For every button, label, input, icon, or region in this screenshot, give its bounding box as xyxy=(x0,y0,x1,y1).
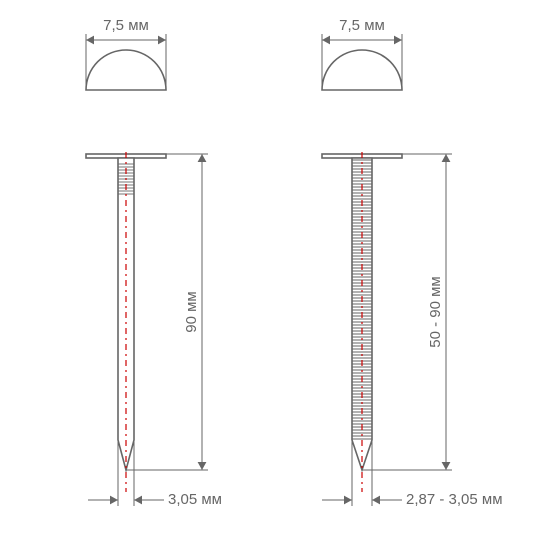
dim-shaft-width: 3,05 мм xyxy=(168,491,222,508)
technical-drawing: 7,5 мм 90 мм 3,05 мм 7,5 мм 50 - 90 мм 2,87 -… xyxy=(0,0,560,560)
dim-length: 50 - 90 мм xyxy=(427,276,444,348)
dim-length: 90 мм xyxy=(183,291,200,332)
nail_right: 7,5 мм 50 - 90 мм 2,87 - 3,05 мм xyxy=(322,17,503,508)
dim-cap-width: 7,5 мм xyxy=(103,17,149,34)
dim-cap-width: 7,5 мм xyxy=(339,17,385,34)
cap xyxy=(322,50,402,90)
dim-shaft-width: 2,87 - 3,05 мм xyxy=(406,491,503,508)
nail_left: 7,5 мм 90 мм 3,05 мм xyxy=(86,17,222,508)
cap xyxy=(86,50,166,90)
